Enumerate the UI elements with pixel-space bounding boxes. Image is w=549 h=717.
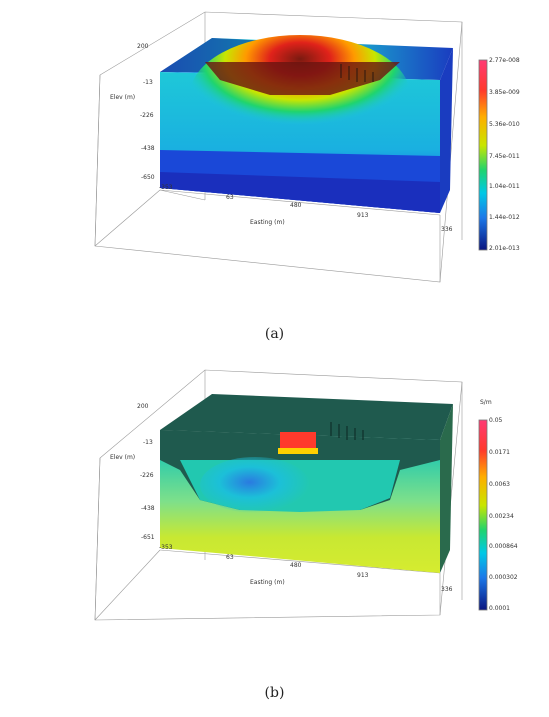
z-axis-title: Elev (m) <box>110 94 136 101</box>
colorbar-label: 2.01e-013 <box>489 245 520 252</box>
anomaly-halo <box>278 448 318 454</box>
z-tick: -13 <box>143 79 153 86</box>
y-tick: 336 <box>441 226 453 233</box>
block-model-b <box>94 369 488 621</box>
colorbar-label: 1.44e-012 <box>489 214 520 221</box>
z-tick: -226 <box>140 472 154 479</box>
caption-a: (a) <box>264 326 285 342</box>
colorbar-unit: S/m <box>480 399 492 406</box>
colorbar-label: 3.85e-009 <box>489 89 520 96</box>
deepest-layer <box>160 172 440 213</box>
colorbar-label: 0.0063 <box>489 481 510 488</box>
z-tick: -13 <box>143 439 153 446</box>
colorbar-label: 0.0001 <box>489 605 510 612</box>
x-tick: 63 <box>226 554 234 561</box>
colorbar-label: 0.000302 <box>489 574 518 581</box>
colorbar <box>478 59 488 251</box>
colorbar <box>478 419 488 611</box>
low-conductivity-zone <box>200 457 310 513</box>
z-tick: -438 <box>141 505 155 512</box>
x-tick: 480 <box>290 202 302 209</box>
caption-b: (b) <box>264 685 285 701</box>
x-tick: -353 <box>159 184 173 191</box>
colorbar-label: 0.000864 <box>489 543 518 550</box>
x-tick: 63 <box>226 194 234 201</box>
conductive-anomaly <box>280 432 316 450</box>
block-model-a <box>94 11 488 283</box>
z-tick: -438 <box>141 145 155 152</box>
x-axis-title: Easting (m) <box>250 219 285 226</box>
z-tick: 200 <box>137 403 149 410</box>
surface-ridges <box>340 64 374 82</box>
block-right-face <box>440 404 453 573</box>
colorbar-label: 7.45e-011 <box>489 153 520 160</box>
z-axis-title: Elev (m) <box>110 454 136 461</box>
colorbar-label: 1.04e-011 <box>489 183 520 190</box>
z-tick: 200 <box>137 43 149 50</box>
y-tick: 336 <box>441 586 453 593</box>
block-right-face <box>440 48 453 213</box>
colorbar-label: 0.00234 <box>489 513 514 520</box>
x-axis-title: Easting (m) <box>250 579 285 586</box>
x-tick: 480 <box>290 562 302 569</box>
colorbar-label: 0.0171 <box>489 449 510 456</box>
block-top-face <box>160 394 453 440</box>
colorbar-label: 5.36e-010 <box>489 121 520 128</box>
x-tick: 913 <box>357 212 369 219</box>
x-tick: 913 <box>357 572 369 579</box>
surface-ridges <box>330 422 364 440</box>
z-tick: -226 <box>140 112 154 119</box>
colorbar-label: 0.05 <box>489 417 503 424</box>
z-tick: -651 <box>141 534 155 541</box>
model-panel-b: 200 -13 -226 -438 -651 Elev (m) -353 63 … <box>0 360 549 680</box>
model-panel-a: 200 -13 -226 -438 -650 Elev (m) -353 63 … <box>0 0 549 320</box>
z-tick: -650 <box>141 174 155 181</box>
colorbar-label: 2.77e-008 <box>489 57 520 64</box>
anomaly-core <box>205 62 400 95</box>
x-tick: -353 <box>159 544 173 551</box>
